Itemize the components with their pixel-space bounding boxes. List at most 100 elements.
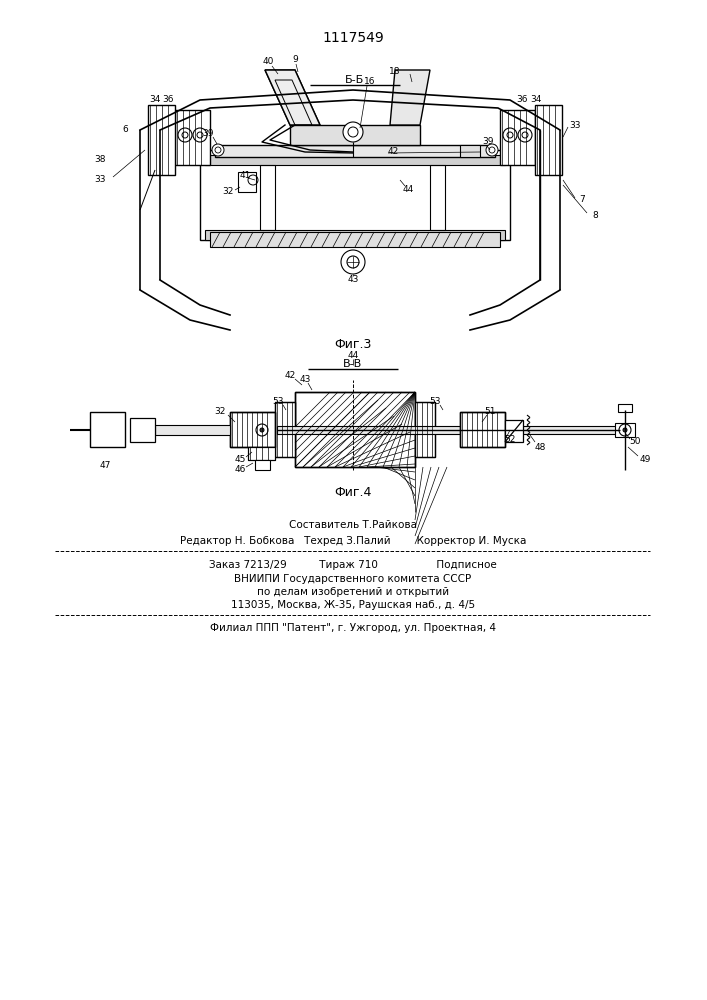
Text: 45: 45 — [234, 456, 246, 464]
Text: 32: 32 — [214, 408, 226, 416]
Circle shape — [347, 256, 359, 268]
Text: 33: 33 — [569, 120, 580, 129]
Text: 42: 42 — [284, 371, 296, 380]
Bar — [210, 232, 500, 247]
Bar — [415, 402, 435, 457]
Text: Заказ 7213/29          Тираж 710                  Подписное: Заказ 7213/29 Тираж 710 Подписное — [209, 560, 497, 570]
Bar — [255, 460, 270, 470]
Bar — [205, 155, 505, 165]
Text: 41: 41 — [239, 170, 251, 180]
Text: 6: 6 — [122, 125, 128, 134]
Text: 38: 38 — [94, 155, 106, 164]
Circle shape — [507, 132, 513, 138]
Text: 39: 39 — [482, 137, 493, 146]
Text: 53: 53 — [272, 397, 284, 406]
Bar — [230, 412, 275, 447]
Circle shape — [503, 128, 517, 142]
Text: 7: 7 — [579, 196, 585, 205]
Bar — [205, 230, 505, 240]
Circle shape — [343, 122, 363, 142]
Bar — [295, 392, 415, 467]
Circle shape — [348, 127, 358, 137]
Text: Фиг.3: Фиг.3 — [334, 338, 372, 352]
Text: 34: 34 — [530, 96, 542, 104]
Bar — [248, 447, 275, 460]
Text: Филиал ППП "Патент", г. Ужгород, ул. Проектная, 4: Филиал ППП "Патент", г. Ужгород, ул. Про… — [210, 623, 496, 633]
Text: В-В: В-В — [344, 359, 363, 369]
Bar — [415, 402, 435, 457]
Text: 8: 8 — [592, 211, 598, 220]
Bar — [500, 110, 535, 165]
Text: 49: 49 — [639, 456, 650, 464]
Text: 36: 36 — [516, 96, 527, 104]
Bar — [148, 105, 175, 175]
Bar — [505, 420, 523, 442]
Bar — [90, 412, 125, 447]
Bar — [277, 426, 617, 434]
Text: 9: 9 — [292, 55, 298, 64]
Bar — [430, 165, 445, 230]
Bar — [175, 110, 210, 165]
Text: 44: 44 — [402, 186, 414, 194]
Text: Составитель Т.Райкова: Составитель Т.Райкова — [289, 520, 417, 530]
Text: 42: 42 — [387, 147, 399, 156]
Text: 43: 43 — [347, 275, 358, 284]
Text: 1117549: 1117549 — [322, 31, 384, 45]
Text: 39: 39 — [202, 128, 214, 137]
Text: 47: 47 — [99, 460, 111, 470]
Bar — [275, 402, 295, 457]
Polygon shape — [265, 70, 320, 125]
Text: 32: 32 — [222, 188, 234, 196]
Bar — [460, 145, 480, 157]
Circle shape — [212, 144, 224, 156]
Bar — [275, 402, 295, 457]
Bar — [230, 412, 275, 447]
Text: по делам изобретений и открытий: по делам изобретений и открытий — [257, 587, 449, 597]
Bar — [615, 423, 635, 437]
Circle shape — [486, 144, 498, 156]
Bar — [238, 172, 256, 192]
Bar — [155, 425, 230, 435]
Circle shape — [178, 128, 192, 142]
Bar — [215, 145, 495, 157]
Bar — [248, 447, 275, 460]
Bar — [290, 125, 420, 145]
Circle shape — [522, 132, 528, 138]
Text: 18: 18 — [390, 68, 401, 77]
Bar — [460, 412, 505, 447]
Circle shape — [260, 428, 264, 432]
Bar — [295, 392, 415, 467]
Bar — [130, 418, 155, 442]
Text: 50: 50 — [629, 438, 641, 446]
Text: 33: 33 — [94, 176, 106, 184]
Circle shape — [619, 424, 631, 436]
Circle shape — [182, 132, 188, 138]
Bar — [618, 404, 632, 412]
Text: 43: 43 — [299, 375, 310, 384]
Text: 51: 51 — [484, 408, 496, 416]
Circle shape — [193, 128, 207, 142]
Text: 53: 53 — [429, 397, 440, 406]
Text: 52: 52 — [504, 436, 515, 444]
Text: Б-Б: Б-Б — [346, 75, 365, 85]
Bar — [460, 412, 505, 447]
Text: Редактор Н. Бобкова   Техред З.Палий        Корректор И. Муска: Редактор Н. Бобкова Техред З.Палий Корре… — [180, 536, 526, 546]
Bar — [200, 150, 510, 240]
Text: 113035, Москва, Ж-35, Раушская наб., д. 4/5: 113035, Москва, Ж-35, Раушская наб., д. … — [231, 600, 475, 610]
Circle shape — [623, 428, 627, 432]
Text: 46: 46 — [234, 466, 246, 475]
Text: 34: 34 — [149, 96, 160, 104]
Text: 48: 48 — [534, 442, 546, 452]
Polygon shape — [390, 70, 430, 125]
Text: 16: 16 — [364, 78, 375, 87]
Text: 40: 40 — [262, 57, 274, 66]
Circle shape — [518, 128, 532, 142]
Circle shape — [256, 424, 268, 436]
Bar — [260, 165, 275, 230]
Text: Фиг.4: Фиг.4 — [334, 486, 372, 498]
Text: 36: 36 — [162, 96, 174, 104]
Text: ВНИИПИ Государственного комитета СССР: ВНИИПИ Государственного комитета СССР — [235, 574, 472, 584]
Circle shape — [248, 175, 258, 185]
Bar — [535, 105, 562, 175]
Text: 44: 44 — [347, 351, 358, 360]
